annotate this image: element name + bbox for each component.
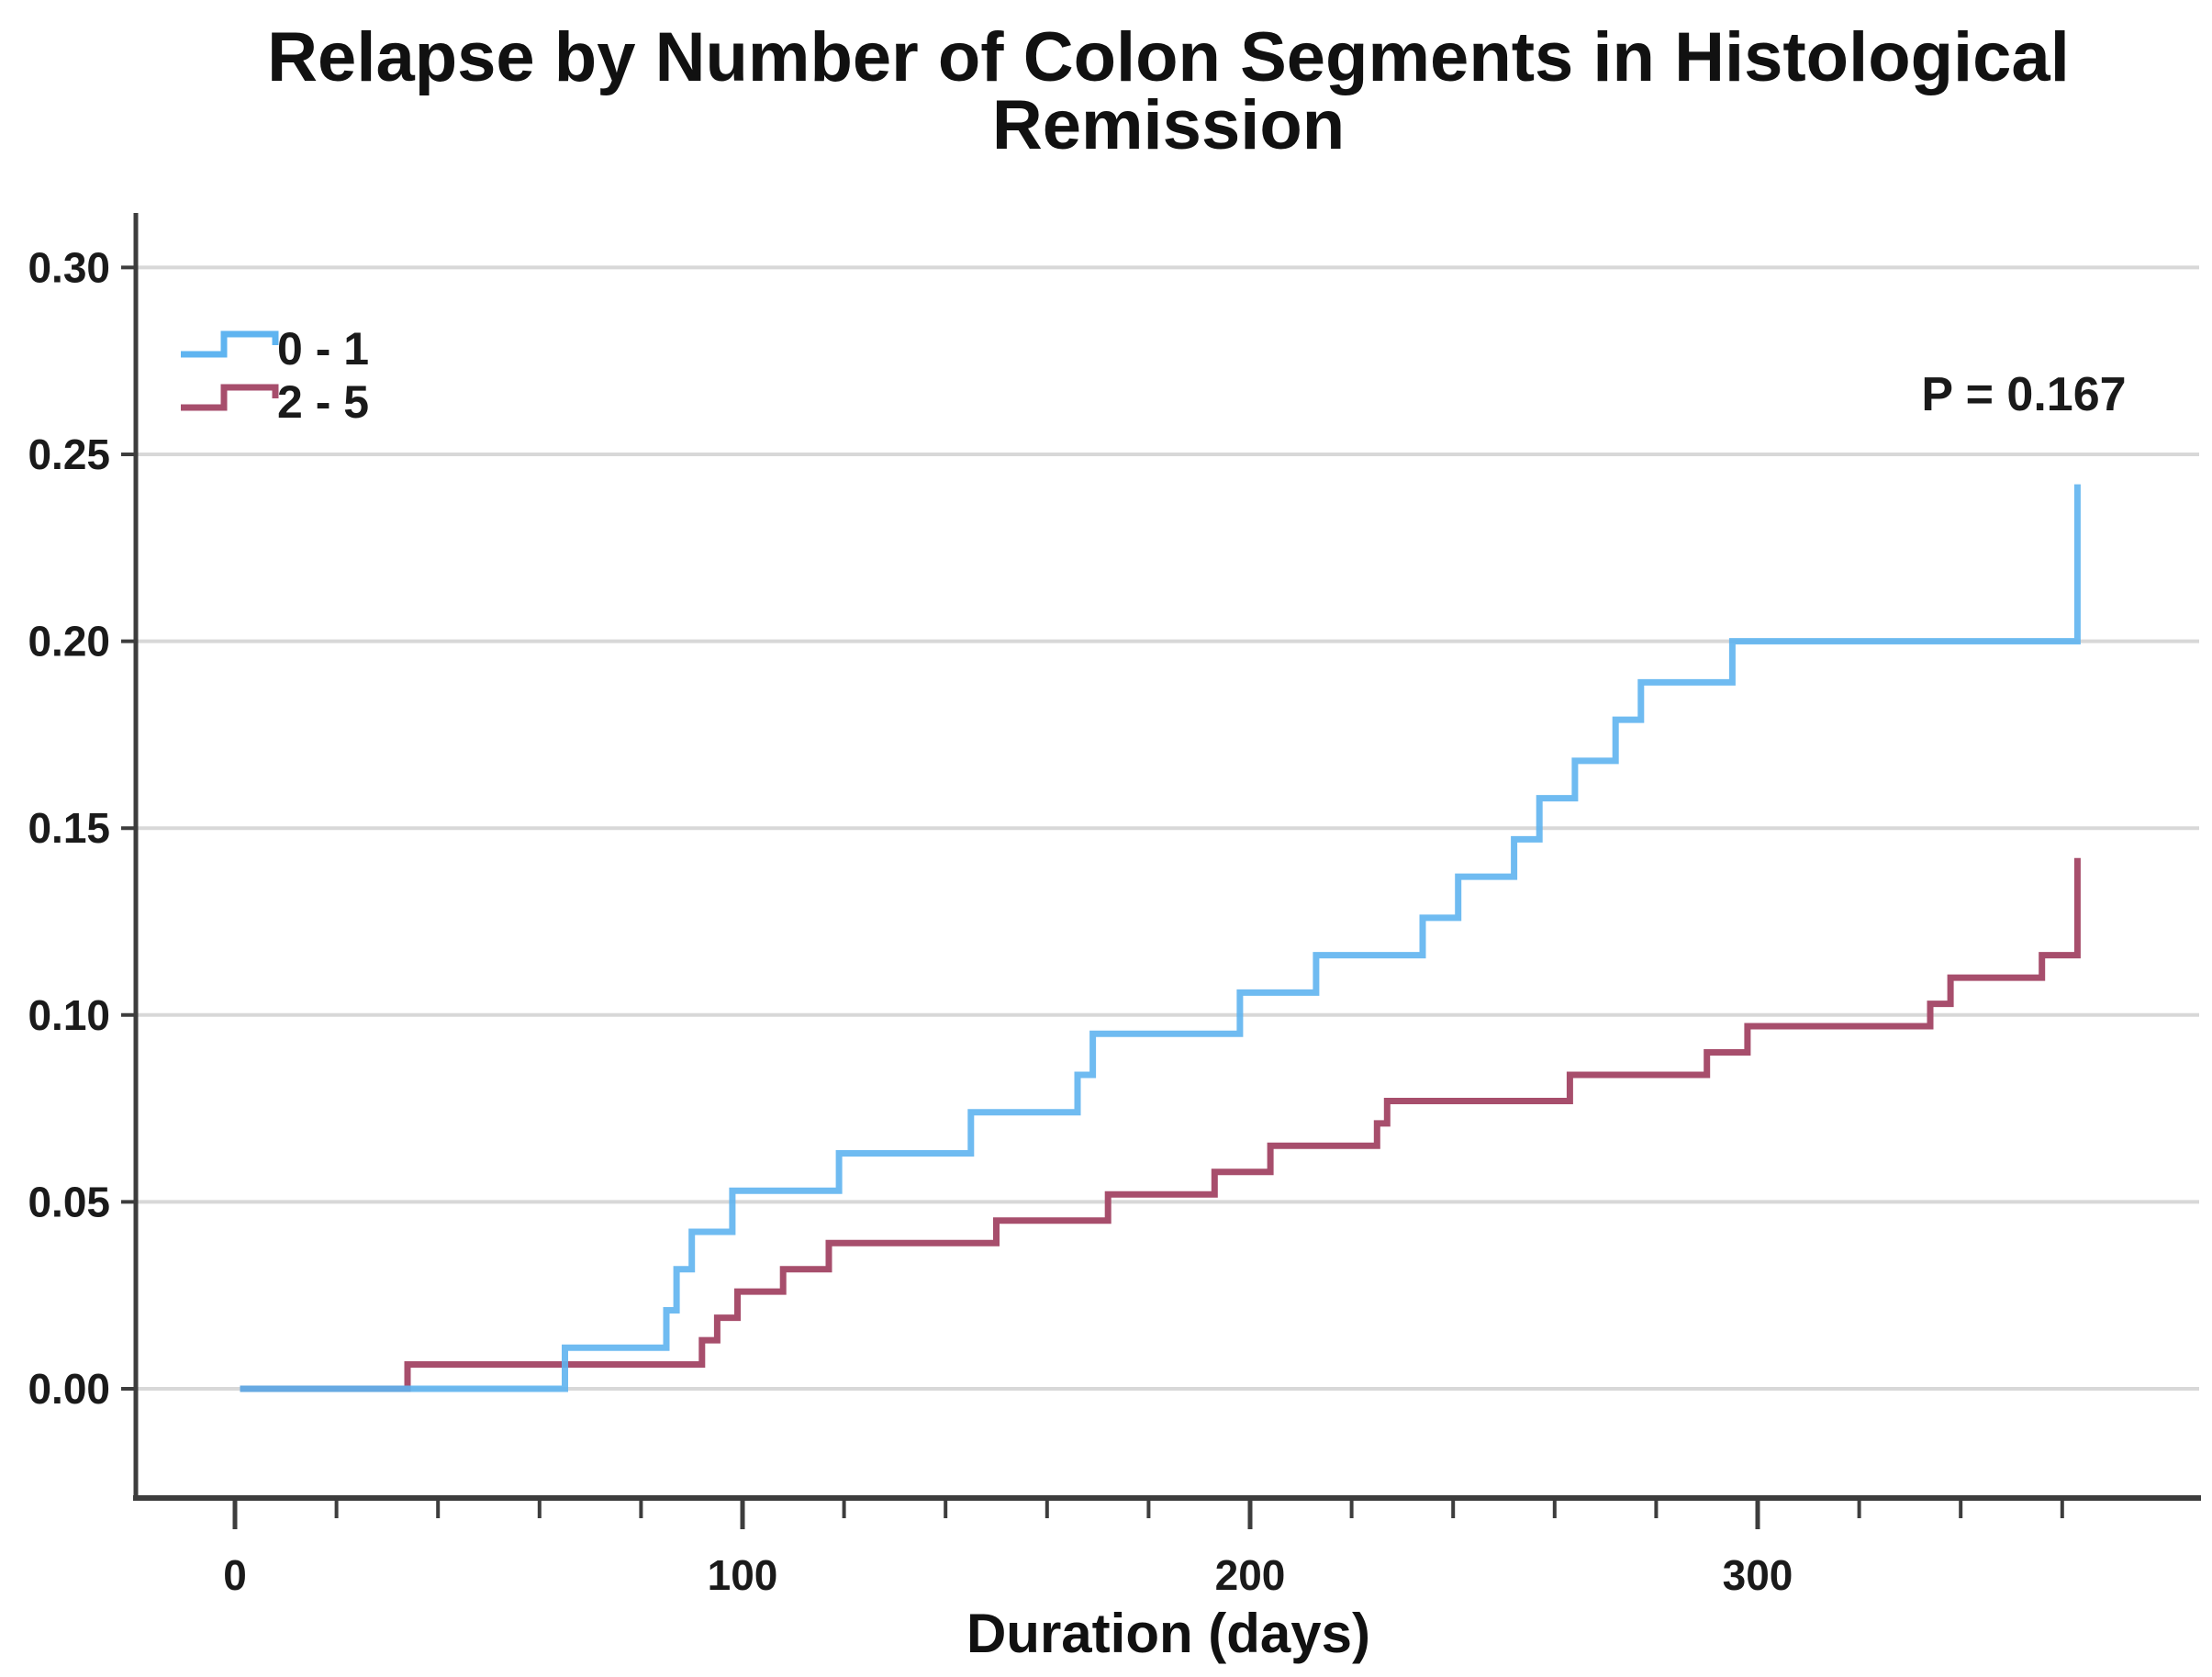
chart-title-line-1: Relapse by Number of Colon Segments in H… [267, 18, 2070, 96]
x-tick-labels: 0 100 200 300 [223, 1551, 1793, 1599]
y-tick-label: 0.30 [28, 243, 110, 291]
y-tick-label: 0.15 [28, 804, 110, 852]
y-tick-label: 0.25 [28, 430, 110, 478]
x-tick-label: 100 [708, 1551, 778, 1599]
x-axis-ticks [232, 1498, 2064, 1529]
x-tick-label: 300 [1723, 1551, 1793, 1599]
y-tick-label: 0.00 [28, 1365, 110, 1413]
y-tick-labels: 0.00 0.05 0.10 0.15 0.20 0.25 0.30 [28, 243, 110, 1413]
x-axis-title: Duration (days) [966, 1603, 1370, 1664]
y-tick-label: 0.20 [28, 618, 110, 665]
legend-label-0-1: 0 - 1 [277, 323, 369, 375]
y-tick-label: 0.05 [28, 1178, 110, 1225]
y-gridlines [138, 265, 2199, 1391]
chart-title-line-2: Remission [992, 86, 1345, 164]
legend-key-line-icon-2-5 [181, 384, 279, 411]
legend: 0 - 1 2 - 5 [181, 323, 369, 428]
legend-label-2-5: 2 - 5 [277, 376, 369, 428]
y-axis-ticks [121, 265, 138, 1391]
p-value-annotation: P = 0.167 [1921, 368, 2126, 421]
series-line-2-5 [240, 857, 2081, 1392]
x-tick-label: 200 [1215, 1551, 1286, 1599]
y-tick-label: 0.10 [28, 991, 110, 1039]
series-lines [240, 484, 2081, 1392]
legend-key-line-icon-0-1 [181, 330, 279, 358]
x-tick-label: 0 [223, 1551, 247, 1599]
series-line-0-1 [240, 484, 2081, 1392]
